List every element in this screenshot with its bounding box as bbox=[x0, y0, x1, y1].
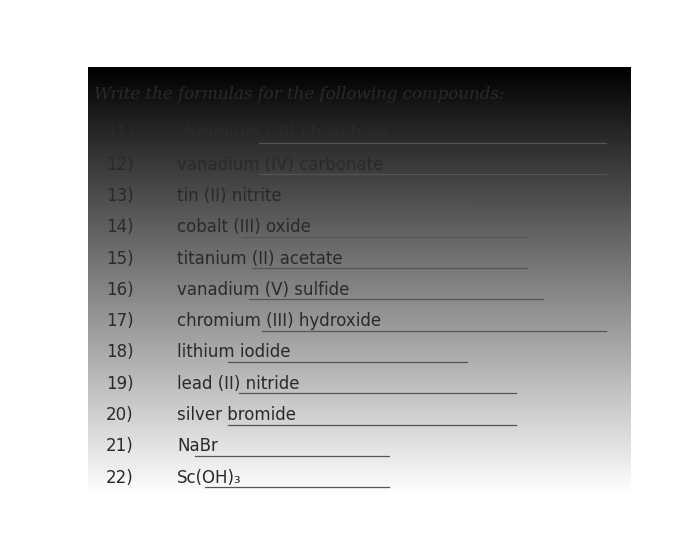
Text: 21): 21) bbox=[106, 437, 134, 456]
Text: 11): 11) bbox=[106, 124, 134, 143]
Text: 20): 20) bbox=[106, 406, 134, 424]
Text: 14): 14) bbox=[106, 218, 134, 236]
Text: Sc(OH)₃: Sc(OH)₃ bbox=[177, 469, 241, 487]
Text: tin (II) nitrite: tin (II) nitrite bbox=[177, 187, 281, 205]
Text: vanadium (V) sulfide: vanadium (V) sulfide bbox=[177, 281, 349, 299]
Text: 16): 16) bbox=[106, 281, 134, 299]
Text: vanadium (IV) carbonate: vanadium (IV) carbonate bbox=[177, 155, 384, 174]
Text: lithium iodide: lithium iodide bbox=[177, 344, 290, 361]
Text: titanium (II) acetate: titanium (II) acetate bbox=[177, 250, 342, 267]
Text: 12): 12) bbox=[106, 155, 134, 174]
Text: 19): 19) bbox=[106, 375, 134, 393]
Text: Write the formulas for the following compounds:: Write the formulas for the following com… bbox=[94, 86, 505, 103]
Text: 13): 13) bbox=[106, 187, 134, 205]
Text: 22): 22) bbox=[106, 469, 134, 487]
Text: 18): 18) bbox=[106, 344, 134, 361]
Text: lead (II) nitride: lead (II) nitride bbox=[177, 375, 300, 393]
Text: silver bromide: silver bromide bbox=[177, 406, 296, 424]
Text: chromium (VI) phosphate: chromium (VI) phosphate bbox=[177, 124, 388, 143]
Text: chromium (III) hydroxide: chromium (III) hydroxide bbox=[177, 312, 381, 330]
Text: NaBr: NaBr bbox=[177, 437, 218, 456]
Text: 15): 15) bbox=[106, 250, 134, 267]
Text: cobalt (III) oxide: cobalt (III) oxide bbox=[177, 218, 311, 236]
Text: 17): 17) bbox=[106, 312, 134, 330]
